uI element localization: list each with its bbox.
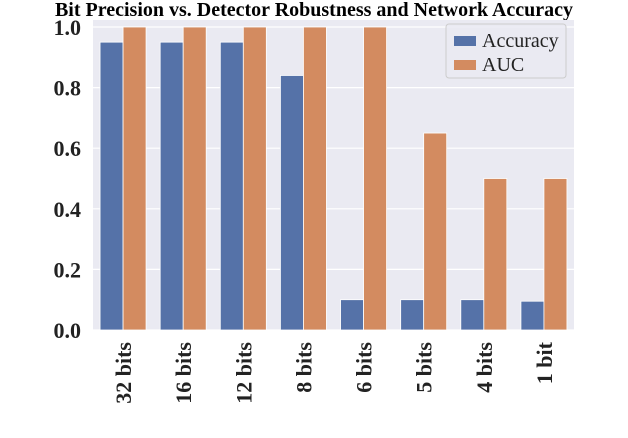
x-tick-label: 1 bit: [532, 341, 557, 384]
auc-bar: [242, 26, 267, 331]
auc-bar: [423, 132, 448, 331]
y-tick-label: 0.4: [54, 197, 82, 222]
x-tick-label: 16 bits: [171, 342, 196, 404]
auc-bar: [543, 178, 568, 331]
accuracy-bar: [280, 75, 304, 331]
auc-bar: [122, 26, 147, 331]
auc-bar: [483, 178, 508, 331]
y-tick-label: 0.6: [54, 136, 82, 161]
x-tick-label: 8 bits: [291, 342, 316, 393]
x-tick-label: 5 bits: [412, 342, 437, 393]
auc-bar: [182, 26, 207, 331]
x-axis: 32 bits 16 bits 12 bits 8 bits 6 bits 5 bits 4…: [111, 341, 557, 403]
accuracy-bar: [520, 300, 545, 331]
y-axis: 0.0 0.2 0.4 0.6 0.8 1.0: [54, 15, 82, 343]
legend-swatch: [454, 36, 476, 46]
y-tick-label: 0.2: [54, 257, 82, 282]
y-tick-label: 0.0: [54, 318, 82, 343]
x-tick-label: 12 bits: [231, 342, 256, 404]
legend-swatch: [454, 60, 476, 70]
accuracy-bar: [340, 299, 364, 331]
accuracy-bar: [400, 299, 425, 331]
legend-label: Accuracy: [482, 30, 559, 52]
x-tick-label: 6 bits: [352, 342, 377, 393]
y-tick-label: 0.8: [54, 76, 82, 101]
auc-bar: [363, 26, 387, 331]
accuracy-bar: [219, 41, 244, 331]
x-tick-label: 32 bits: [111, 342, 136, 404]
accuracy-bar: [460, 299, 485, 331]
chart-title: Bit Precision vs. Detector Robustness an…: [54, 0, 574, 21]
bars: [99, 26, 568, 331]
x-tick-label: 4 bits: [472, 342, 497, 393]
accuracy-bar: [159, 41, 184, 331]
legend-label: AUC: [482, 54, 524, 76]
y-tick-label: 1.0: [54, 15, 82, 40]
auc-bar: [303, 26, 327, 331]
accuracy-bar: [99, 41, 124, 331]
